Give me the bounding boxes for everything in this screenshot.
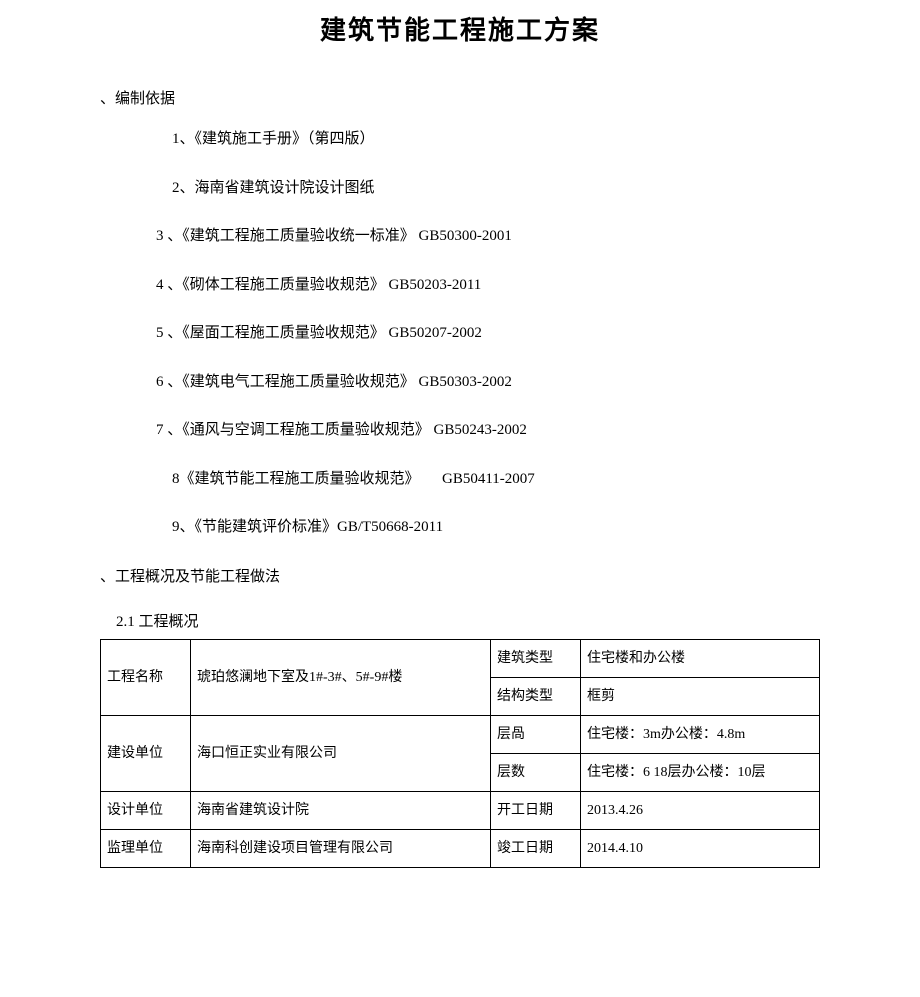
cell-building-type-value: 住宅楼和办公楼 [581,639,820,677]
cell-start-date-value: 2013.4.26 [581,791,820,829]
overview-table: 工程名称 琥珀悠澜地下室及1#-3#、5#-9#楼 建筑类型 住宅楼和办公楼 结… [100,639,820,868]
section2-subheading: 2.1 工程概况 [116,610,820,631]
table-row: 建设单位 海口恒正实业有限公司 层咼 住宅楼：3m办公楼：4.8m [101,715,820,753]
table-row: 监理单位 海南科创建设项目管理有限公司 竣工日期 2014.4.10 [101,829,820,867]
section1-heading: 、编制依据 [100,87,820,108]
basis-item-8: 8《建筑节能工程施工质量验收规范》 GB50411-2007 [172,468,820,491]
cell-floor-height-value: 住宅楼：3m办公楼：4.8m [581,715,820,753]
cell-struct-type-value: 框剪 [581,677,820,715]
basis-item-4: 4 、《砌体工程施工质量验收规范》 GB50203-2011 [156,274,820,297]
table-row: 工程名称 琥珀悠澜地下室及1#-3#、5#-9#楼 建筑类型 住宅楼和办公楼 [101,639,820,677]
cell-floors-label: 层数 [491,753,581,791]
cell-floor-height-label: 层咼 [491,715,581,753]
cell-design-unit-label: 设计单位 [101,791,191,829]
cell-floors-value: 住宅楼：6 18层办公楼：10层 [581,753,820,791]
cell-dev-unit-label: 建设单位 [101,715,191,791]
cell-supervise-unit-label: 监理单位 [101,829,191,867]
cell-design-unit-value: 海南省建筑设计院 [191,791,491,829]
cell-struct-type-label: 结构类型 [491,677,581,715]
basis-item-2: 2、海南省建筑设计院设计图纸 [172,177,820,200]
cell-start-date-label: 开工日期 [491,791,581,829]
page-title: 建筑节能工程施工方案 [100,10,820,47]
cell-project-name-label: 工程名称 [101,639,191,715]
basis-item-7: 7 、《通风与空调工程施工质量验收规范》 GB50243-2002 [156,419,820,442]
cell-supervise-unit-value: 海南科创建设项目管理有限公司 [191,829,491,867]
table-row: 设计单位 海南省建筑设计院 开工日期 2013.4.26 [101,791,820,829]
basis-item-6: 6 、《建筑电气工程施工质量验收规范》 GB50303-2002 [156,371,820,394]
cell-project-name-value: 琥珀悠澜地下室及1#-3#、5#-9#楼 [191,639,491,715]
basis-item-1: 1、《建筑施工手册》（第四版） [172,128,820,151]
cell-end-date-value: 2014.4.10 [581,829,820,867]
cell-dev-unit-value: 海口恒正实业有限公司 [191,715,491,791]
basis-item-9: 9、《节能建筑评价标准》GB/T50668-2011 [172,516,820,539]
cell-building-type-label: 建筑类型 [491,639,581,677]
section2-heading: 、工程概况及节能工程做法 [100,565,820,586]
basis-item-3: 3 、《建筑工程施工质量验收统一标准》 GB50300-2001 [156,225,820,248]
basis-item-5: 5 、《屋面工程施工质量验收规范》 GB50207-2002 [156,322,820,345]
cell-end-date-label: 竣工日期 [491,829,581,867]
